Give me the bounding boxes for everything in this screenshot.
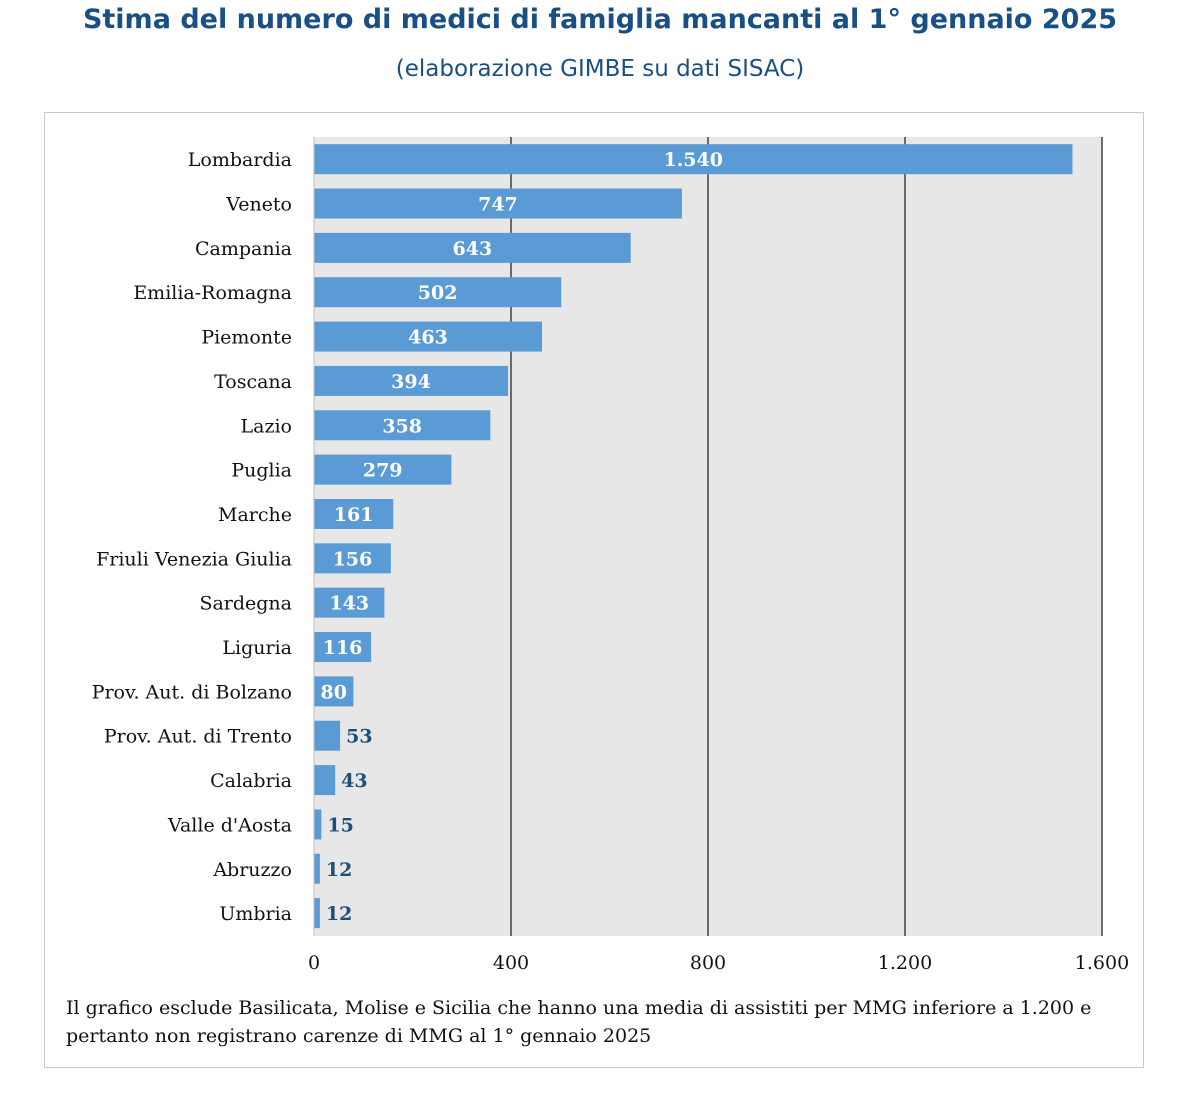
- bar: [314, 188, 682, 219]
- bar: [314, 587, 385, 618]
- data-label: 358: [382, 415, 422, 437]
- bar-chart: 0 400 800 1.200 1.600 Lombardia 1.540 Veneto 747…: [92, 137, 1129, 974]
- category-label: Prov. Aut. di Bolzano: [92, 681, 292, 703]
- data-label: 80: [320, 681, 346, 703]
- chart-title: Stima del numero di medici di famiglia m…: [82, 4, 1118, 35]
- chart-footnote: Il grafico esclude Basilicata, Molise e …: [66, 997, 1092, 1047]
- bar: [314, 543, 391, 574]
- category-label: Campania: [195, 238, 292, 260]
- data-label: 502: [418, 282, 458, 304]
- data-label: 15: [327, 814, 353, 836]
- category-label: Liguria: [222, 637, 292, 659]
- category-label: Piemonte: [201, 327, 292, 349]
- category-label: Lombardia: [188, 149, 292, 171]
- data-label: 463: [408, 327, 448, 349]
- data-label: 643: [453, 238, 493, 260]
- category-label: Umbria: [219, 903, 292, 925]
- x-tick-label: 0: [308, 952, 320, 974]
- chart-subtitle: (elaborazione GIMBE su dati SISAC): [395, 56, 805, 82]
- bar: [314, 277, 562, 308]
- data-label: 143: [329, 593, 369, 615]
- chart-frame: 0 400 800 1.200 1.600 Lombardia 1.540 Veneto 747…: [44, 112, 1144, 1068]
- category-label: Puglia: [231, 460, 292, 482]
- bar: [314, 853, 320, 884]
- data-label: 12: [326, 903, 352, 925]
- data-label: 43: [341, 770, 367, 792]
- category-label: Prov. Aut. di Trento: [104, 726, 292, 748]
- category-label: Emilia-Romagna: [133, 282, 292, 304]
- data-label: 116: [323, 637, 363, 659]
- data-label: 53: [346, 726, 372, 748]
- data-label: 394: [391, 371, 431, 393]
- bar: [314, 809, 322, 840]
- data-label: 279: [363, 460, 403, 482]
- category-label: Marche: [218, 504, 292, 526]
- category-label: Veneto: [225, 194, 292, 216]
- bar: [314, 498, 394, 529]
- data-label: 12: [326, 859, 352, 881]
- bar: [314, 232, 631, 263]
- bar: [314, 676, 354, 707]
- x-tick-label: 400: [493, 952, 529, 974]
- data-label: 1.540: [663, 149, 723, 171]
- category-label: Calabria: [210, 770, 292, 792]
- bar: [314, 632, 372, 663]
- x-tick-label: 1.600: [1075, 952, 1129, 974]
- bar: [314, 898, 320, 929]
- data-label: 747: [478, 194, 518, 216]
- data-label: 161: [334, 504, 374, 526]
- category-label: Sardegna: [199, 593, 292, 615]
- x-tick-label: 1.200: [878, 952, 932, 974]
- bar: [314, 765, 336, 796]
- category-label: Abruzzo: [212, 859, 292, 881]
- bar: [314, 454, 452, 485]
- bar: [314, 365, 509, 396]
- bar: [314, 720, 341, 751]
- category-label: Lazio: [241, 415, 292, 437]
- category-label: Friuli Venezia Giulia: [96, 548, 292, 570]
- x-tick-label: 800: [690, 952, 726, 974]
- bar: [314, 410, 491, 441]
- bar: [314, 321, 543, 352]
- category-label: Toscana: [214, 371, 292, 393]
- category-label: Valle d'Aosta: [167, 814, 292, 836]
- data-label: 156: [333, 548, 373, 570]
- bar: [314, 144, 1073, 175]
